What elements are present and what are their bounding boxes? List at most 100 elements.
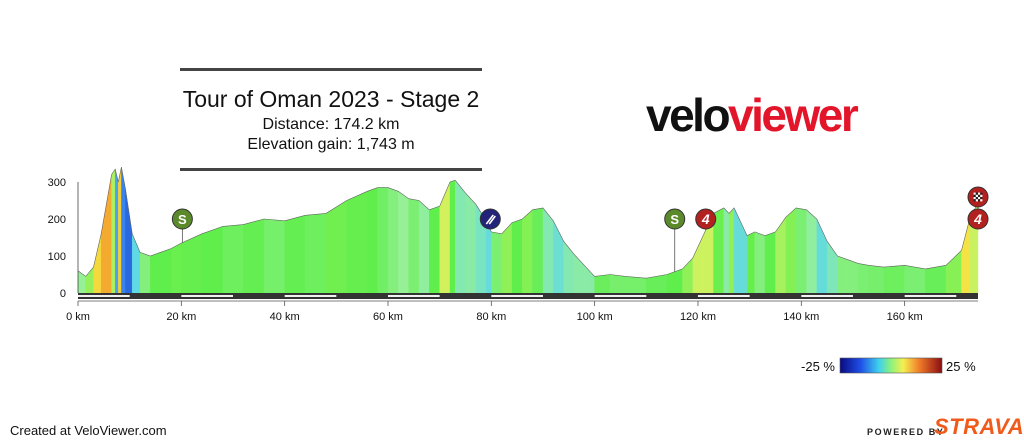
profile-segment xyxy=(764,231,776,294)
profile-segment xyxy=(563,240,575,294)
marker-label: S xyxy=(178,212,187,227)
road-stripe-segment xyxy=(284,295,337,297)
profile-segment xyxy=(723,207,730,294)
profile-segment xyxy=(139,252,151,294)
profile-segment xyxy=(754,231,766,294)
profile-segment xyxy=(160,248,172,294)
road-stripe-segment xyxy=(491,295,543,297)
finish-flag-icon-cell xyxy=(978,197,981,200)
road-stripe-segment xyxy=(181,295,233,297)
x-tick-label: 0 km xyxy=(66,311,90,323)
profile-segment xyxy=(439,181,451,294)
finish-climb-marker xyxy=(967,208,989,230)
logo-part-viewer: viewer xyxy=(728,89,859,141)
road-stripe-segment xyxy=(801,295,853,297)
finish-flag-icon-cell xyxy=(980,192,983,195)
road-stripe-segment xyxy=(594,295,647,297)
profile-segment xyxy=(511,218,523,294)
x-tick-label: 160 km xyxy=(887,311,923,323)
gradient-legend-max: 25 % xyxy=(946,359,976,374)
profile-segment xyxy=(925,265,947,294)
finish-flag-icon-cell xyxy=(975,199,978,202)
climb-marker xyxy=(695,208,717,230)
profile-segment xyxy=(201,226,223,294)
profile-segment xyxy=(806,209,817,294)
fork-icon xyxy=(485,214,496,225)
profile-segment xyxy=(795,207,807,294)
profile-segment xyxy=(455,179,466,294)
profile-segment xyxy=(125,189,133,294)
profile-segment xyxy=(728,207,735,294)
profile-segment xyxy=(449,179,456,294)
elevation-gain-label: Elevation gain: 1,743 m xyxy=(247,136,415,153)
profile-segment xyxy=(486,220,492,294)
profile-segment xyxy=(465,192,476,294)
profile-segment xyxy=(522,209,533,294)
x-tick-label: 80 km xyxy=(476,311,506,323)
y-tick-label: 100 xyxy=(48,251,66,263)
profile-segment xyxy=(77,270,86,294)
header-rule-bottom xyxy=(180,168,482,171)
markers: S S 4 4 xyxy=(171,186,989,272)
profile-segment xyxy=(609,274,626,294)
finish-flag-icon-cell xyxy=(978,199,981,202)
strava-logo: STRAVA xyxy=(934,414,1024,439)
finish-flag-icon-cell xyxy=(980,199,983,202)
finish-flag-icon-cell xyxy=(975,192,978,195)
x-tick-label: 20 km xyxy=(166,311,196,323)
logo-part-velo: velo xyxy=(646,89,731,141)
profile-segment xyxy=(387,187,399,294)
road-stripe-segment xyxy=(78,295,130,297)
marker-label: 4 xyxy=(973,211,982,227)
profile-segment xyxy=(85,266,94,294)
sprint-marker xyxy=(664,208,686,230)
profile-segment xyxy=(532,207,544,294)
powered-by-label: POWERED BY xyxy=(867,427,945,437)
y-tick-label: 0 xyxy=(60,288,66,300)
profile-segment xyxy=(775,216,786,294)
profile-segment xyxy=(785,207,797,294)
profile-segment xyxy=(181,233,203,294)
finish-flag-icon-cell xyxy=(973,192,976,195)
profile-segment xyxy=(692,235,704,294)
profile-segment xyxy=(106,174,112,294)
profile-segment xyxy=(305,213,327,294)
profile-segment xyxy=(646,274,668,294)
profile-area xyxy=(77,167,979,294)
profile-segment xyxy=(847,259,859,294)
profile-segment xyxy=(377,187,389,294)
chart-title: Tour of Oman 2023 - Stage 2 xyxy=(182,86,480,112)
profile-segment xyxy=(284,215,306,294)
marker-label: S xyxy=(670,212,679,227)
profile-segment xyxy=(222,224,244,294)
x-tick-label: 60 km xyxy=(373,311,403,323)
sprint-marker xyxy=(171,208,193,230)
finish-flag-icon-cell xyxy=(975,197,978,200)
y-axis: 0 100 200 300 xyxy=(48,177,79,300)
elevation-profile-chart: 0 100 200 300 0 km 20 km 40 km 60 km 80 km 100 k… xyxy=(48,167,989,374)
distance-label: Distance: 174.2 km xyxy=(262,116,400,133)
road-stripe-segment xyxy=(387,295,440,297)
profile-segment xyxy=(398,190,409,294)
finish-flag-icon-cell xyxy=(973,199,976,202)
road-stripe-segment xyxy=(697,295,750,297)
profile-segment xyxy=(666,268,683,294)
finish-flag-icon-cell xyxy=(980,197,983,200)
profile-segment xyxy=(594,274,611,294)
profile-segment xyxy=(170,242,182,294)
profile-segment xyxy=(945,249,962,294)
header-rule-top xyxy=(180,68,482,71)
profile-segment xyxy=(733,207,740,294)
profile-segment xyxy=(150,252,161,294)
profile-segment xyxy=(542,207,554,294)
profile-segment xyxy=(501,222,513,294)
finish-flag-icon-cell xyxy=(978,192,981,195)
road-stripe xyxy=(78,293,978,299)
gradient-legend-min: -25 % xyxy=(801,359,835,374)
profile-segment xyxy=(739,218,748,294)
finish-flag-icon-cell xyxy=(980,194,983,197)
x-tick-label: 140 km xyxy=(783,311,819,323)
profile-segment xyxy=(868,265,885,294)
profile-segment xyxy=(114,169,119,294)
finish-flag-icon-cell xyxy=(973,194,976,197)
